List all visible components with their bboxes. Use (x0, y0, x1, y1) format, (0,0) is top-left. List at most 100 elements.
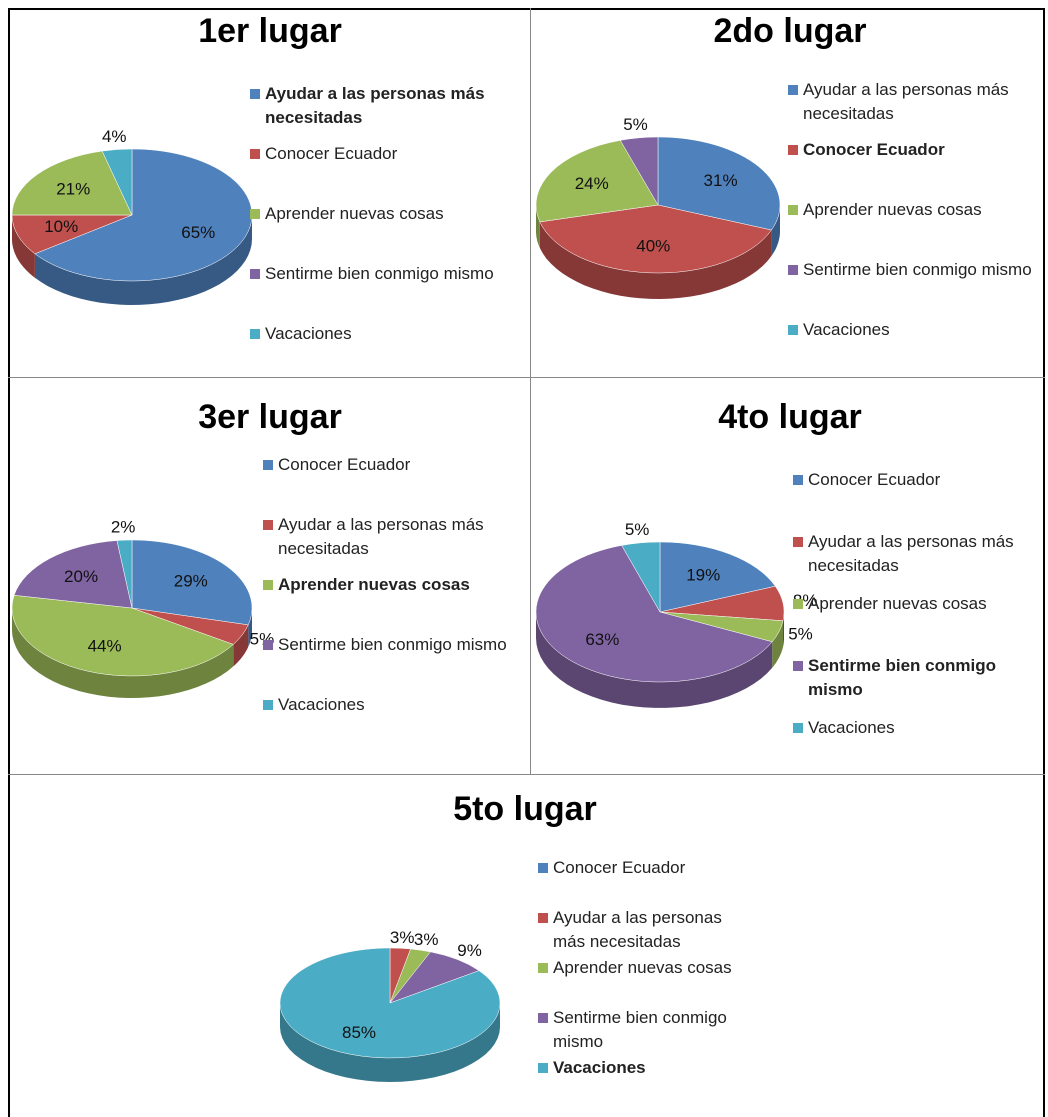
chart-title: 5to lugar (453, 790, 597, 828)
legend-label: Aprender nuevas cosas (553, 958, 732, 977)
legend-swatch (263, 700, 273, 710)
legend-item: Ayudar a las personas más necesitadas (793, 530, 1028, 578)
pie-side (248, 608, 252, 647)
border (8, 8, 1045, 10)
legend-label: Vacaciones (803, 320, 890, 339)
legend-swatch (793, 537, 803, 547)
legend-swatch (263, 640, 273, 650)
legend-swatch (538, 1063, 548, 1073)
legend-swatch (793, 661, 803, 671)
pie-side (280, 1003, 500, 1082)
data-label: 5% (625, 520, 650, 539)
legend-item: Conocer Ecuador (263, 453, 523, 477)
legend-swatch (538, 963, 548, 973)
divider (530, 8, 531, 775)
pie-slice (13, 540, 133, 609)
pie-slice (11, 594, 234, 677)
legend-item: Sentirme bien conmigo mismo (793, 654, 1028, 702)
pie-slice (657, 136, 781, 231)
legend-label: Sentirme bien conmigo mismo (265, 264, 494, 283)
pie-slice (131, 539, 253, 626)
legend-item: Vacaciones (788, 318, 1043, 342)
legend-swatch (250, 149, 260, 159)
legend-label: Conocer Ecuador (553, 858, 686, 877)
legend-item: Sentirme bien conmigo mismo (250, 262, 505, 286)
legend-swatch (263, 580, 273, 590)
legend-item: Sentirme bien conmigo mismo (788, 258, 1043, 282)
legend-item: Ayudar a las personas más necesitadas (788, 78, 1043, 126)
legend-label: Ayudar a las personas más necesitadas (808, 532, 1014, 575)
pie-side (233, 624, 249, 667)
data-label: 3% (390, 928, 415, 947)
legend-swatch (788, 205, 798, 215)
legend-swatch (263, 460, 273, 470)
legend-label: Aprender nuevas cosas (808, 594, 987, 613)
legend-label: Ayudar a las personas más necesitadas (278, 515, 484, 558)
pie-slice (279, 947, 501, 1059)
pie-side (536, 612, 773, 708)
legend-item: Vacaciones (793, 716, 1028, 740)
pie-side (539, 221, 772, 299)
chart-title: 4to lugar (718, 398, 862, 436)
data-label: 2% (111, 517, 136, 536)
pie-slice (535, 140, 659, 223)
border (8, 8, 10, 1117)
data-label: 4% (102, 127, 127, 146)
pie-slice (621, 541, 661, 613)
legend-label: Ayudar a las personas más necesitadas (265, 84, 485, 127)
legend-label: Sentirme bien conmigo mismo (278, 635, 507, 654)
legend-swatch (788, 145, 798, 155)
data-label: 5% (788, 625, 813, 644)
legend-label: Sentirme bien conmigo mismo (553, 1008, 727, 1051)
legend-label: Ayudar a las personas más necesitadas (803, 80, 1009, 123)
legend-swatch (793, 599, 803, 609)
pie-slice (659, 541, 776, 613)
legend-label: Conocer Ecuador (808, 470, 941, 489)
legend-label: Vacaciones (265, 324, 352, 343)
legend-item: Aprender nuevas cosas (538, 956, 743, 980)
pie-side (772, 620, 783, 668)
legend-label: Conocer Ecuador (803, 140, 945, 159)
legend-label: Ayudar a las personas más necesitadas (553, 908, 722, 951)
data-label: 40% (636, 237, 670, 256)
pie-side (12, 608, 234, 698)
legend-item: Aprender nuevas cosas (250, 202, 505, 226)
data-label: 85% (342, 1023, 376, 1042)
pie-slice (116, 539, 133, 609)
legend-item: Ayudar a las personas más necesitadas (263, 513, 523, 561)
data-label: 10% (44, 217, 78, 236)
pie-slice (619, 136, 659, 206)
legend-item: Vacaciones (250, 322, 505, 346)
legend-swatch (788, 265, 798, 275)
data-label: 5% (623, 115, 648, 134)
chart-title: 2do lugar (713, 12, 867, 50)
data-label: 21% (56, 179, 90, 198)
data-label: 24% (575, 174, 609, 193)
legend-label: Conocer Ecuador (278, 455, 411, 474)
legend-swatch (538, 913, 548, 923)
legend-swatch (793, 475, 803, 485)
legend-swatch (250, 329, 260, 339)
divider (8, 774, 1045, 775)
legend-item: Aprender nuevas cosas (788, 198, 1043, 222)
pie-side (536, 205, 540, 248)
legend-item: Aprender nuevas cosas (263, 573, 523, 597)
legend-swatch (788, 325, 798, 335)
chart-title: 3er lugar (198, 398, 342, 436)
data-label: 9% (457, 941, 482, 960)
pie-slice (535, 545, 773, 683)
data-label: 44% (88, 637, 122, 656)
pie-side (12, 215, 35, 278)
chart-title: 1er lugar (198, 12, 342, 50)
legend-label: Vacaciones (553, 1058, 646, 1077)
legend-item: Ayudar a las personas más necesitadas (250, 82, 505, 130)
legend-label: Conocer Ecuador (265, 144, 398, 163)
legend-item: Conocer Ecuador (538, 856, 743, 880)
divider (8, 377, 1045, 378)
legend-swatch (250, 89, 260, 99)
pie-slice (34, 148, 253, 282)
legend-label: Sentirme bien conmigo mismo (808, 656, 996, 699)
legend-label: Sentirme bien conmigo mismo (803, 260, 1032, 279)
